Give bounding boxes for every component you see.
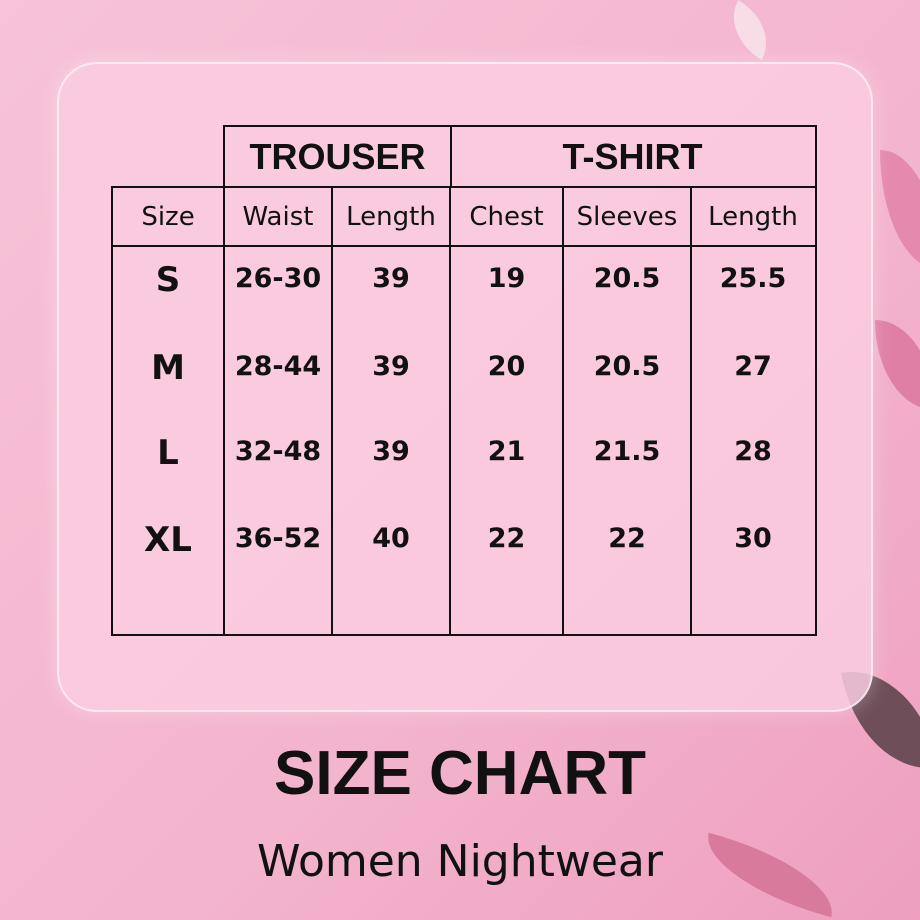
header-divider [111, 245, 817, 247]
column-header: Waist [242, 202, 314, 232]
size-label: S [155, 260, 181, 300]
column-header: Sleeves [576, 202, 678, 232]
column-divider [331, 187, 333, 635]
column-divider [690, 187, 692, 635]
page-title: SIZE CHART [274, 739, 646, 808]
page-subtitle: Women Nightwear [257, 836, 663, 887]
group-header-trouser: TROUSER [223, 125, 452, 188]
table-cell: 30 [734, 523, 772, 554]
size-label: XL [144, 520, 192, 560]
column-header: Length [708, 202, 798, 232]
table-cell: 20 [487, 351, 526, 382]
column-divider [562, 187, 564, 635]
table-cell: 21 [487, 436, 526, 467]
group-label: TROUSER [249, 135, 426, 177]
table-cell: 32-48 [234, 436, 322, 467]
table-cell: 19 [487, 263, 526, 294]
table-cell: 21.5 [593, 436, 661, 467]
table-cell: 20.5 [593, 351, 661, 382]
table-cell: 39 [372, 351, 410, 382]
table-cell: 39 [372, 263, 410, 294]
size-label: M [151, 348, 185, 388]
size-label: L [157, 433, 179, 473]
table-cell: 22 [487, 523, 526, 554]
table-cell: 36-52 [234, 523, 322, 554]
column-divider [449, 187, 451, 635]
table-cell: 40 [372, 523, 410, 554]
table-cell: 25.5 [719, 263, 787, 294]
leaf-decoration [718, 0, 782, 60]
table-cell: 28-44 [234, 351, 322, 382]
table-cell: 39 [372, 436, 410, 467]
table-cell: 20.5 [593, 263, 661, 294]
table-cell: 27 [734, 351, 772, 382]
table-cell: 28 [734, 436, 772, 467]
group-label: T-SHIRT [562, 135, 703, 177]
table-cell: 22 [608, 523, 646, 554]
group-header-tshirt: T-SHIRT [450, 125, 817, 188]
leaf-decoration [880, 150, 920, 270]
table-frame [111, 186, 817, 636]
column-divider [223, 187, 225, 635]
leaf-decoration [875, 320, 920, 410]
column-header: Length [346, 202, 436, 232]
table-cell: 26-30 [234, 263, 322, 294]
column-header: Chest [469, 202, 544, 232]
size-chart-card [57, 62, 873, 712]
column-header: Size [141, 202, 195, 232]
